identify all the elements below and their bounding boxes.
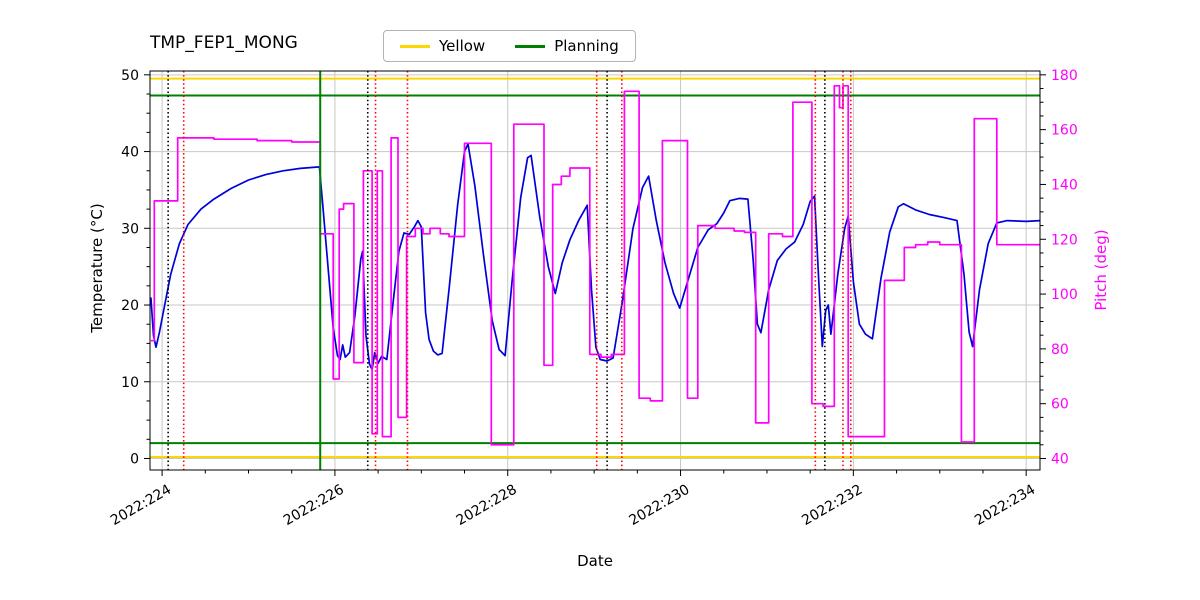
y-right-tick-label: 180	[1051, 68, 1078, 84]
x-tick-label: 2022:226	[281, 482, 347, 529]
plot-area	[150, 71, 1040, 470]
axes-spines	[149, 70, 1041, 471]
y-left-tick-label: 0	[130, 451, 139, 467]
y-left-tick-label: 10	[121, 375, 139, 391]
legend-item-yellow: Yellow	[400, 37, 485, 55]
y-right-tick-label: 40	[1051, 451, 1069, 467]
x-tick-label: 2022:228	[454, 482, 520, 529]
y-left-tick-label: 50	[121, 68, 139, 84]
y-left-tick-label: 30	[121, 221, 139, 237]
legend: Yellow Planning	[383, 30, 636, 62]
legend-label: Yellow	[439, 37, 486, 55]
temperature-series-line	[150, 143, 1041, 371]
y-right-tick-label: 100	[1051, 287, 1078, 303]
y-left-tick-label: 40	[121, 145, 139, 161]
y-right-tick-label: 60	[1051, 397, 1069, 413]
y-axis-label-right: Pitch (deg)	[1092, 229, 1110, 311]
y-axis-label-left: Temperature (°C)	[88, 203, 106, 333]
y-right-tick-label: 140	[1051, 177, 1078, 193]
x-tick-label: 2022:224	[108, 482, 174, 529]
planning-line-swatch	[515, 44, 546, 48]
y-right-tick-label: 120	[1051, 232, 1078, 248]
y-left-tick-label: 20	[121, 298, 139, 314]
legend-item-planning: Planning	[515, 37, 619, 55]
x-tick-label: 2022:234	[972, 482, 1038, 529]
x-tick-label: 2022:230	[626, 482, 692, 529]
yellow-line-swatch	[400, 44, 430, 48]
x-axis-label: Date	[577, 552, 613, 570]
legend-label: Planning	[554, 37, 619, 55]
x-tick-label: 2022:232	[799, 482, 865, 529]
chart-title: TMP_FEP1_MONG	[150, 33, 298, 53]
y-right-tick-label: 80	[1051, 342, 1069, 358]
y-right-tick-label: 160	[1051, 123, 1078, 139]
